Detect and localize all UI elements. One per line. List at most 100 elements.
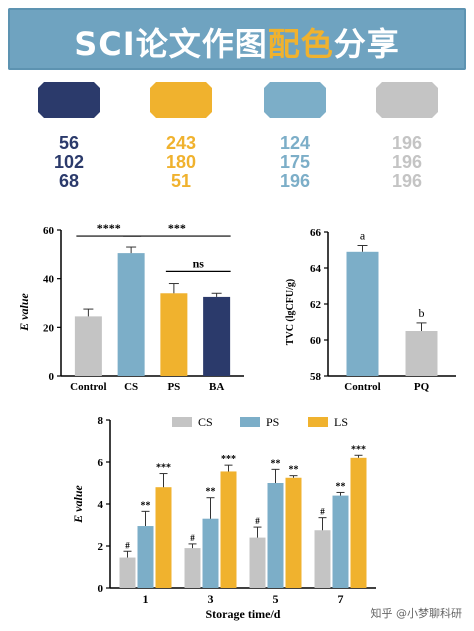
chart3-bar-ls [350, 457, 367, 588]
chart2-x-tick-label: PQ [414, 381, 430, 393]
chart3-sig-label: ** [206, 487, 216, 498]
chart1-bar-ba [203, 296, 231, 376]
chart1-bar-ps [160, 293, 188, 376]
chart-tvc: 58 60 62 64 66 a Control b PQ TVC (lgCFU/g) [285, 227, 456, 393]
chart3-bar-ps [202, 518, 219, 588]
chart3-x-tick-label: 5 [273, 592, 279, 606]
chart1-x-tick-label: Control [70, 381, 106, 393]
chart1-x-tick-label: CS [124, 381, 138, 393]
swatch-gray [376, 82, 438, 118]
chart3-y-tick-label: 2 [98, 541, 104, 553]
chart3-bar-ps [137, 526, 154, 588]
chart2-y-tick-label: 66 [310, 227, 322, 239]
chart3-sig-label: ** [271, 458, 281, 469]
rgb-blue-g: 175 [279, 152, 311, 172]
rgb-yellow: 243 180 51 [141, 134, 221, 191]
watermark: 知乎 @小梦聊科研 [370, 607, 463, 620]
chart3-legend-label-ps: PS [266, 415, 279, 429]
chart3-legend-label-ls: LS [334, 415, 348, 429]
rgb-blue-b: 196 [279, 171, 311, 191]
swatch-shape-blue [264, 82, 326, 118]
chart3-y-tick-label: 6 [98, 457, 104, 469]
swatch-navy [38, 82, 100, 118]
chart1-y-tick-label: 0 [49, 371, 55, 383]
rgb-navy-g: 102 [53, 152, 85, 172]
chart1-sig-cs-ba-label: *** [168, 221, 186, 235]
rgb-navy-r: 56 [58, 133, 80, 153]
swatch-shape-yellow [150, 82, 212, 118]
rgb-blue: 124 175 196 [255, 134, 335, 191]
chart1-y-tick-label: 40 [43, 274, 55, 286]
chart3-sig-label: # [190, 533, 195, 543]
chart3-x-tick-label: 3 [208, 592, 214, 606]
chart3-legend-label-cs: CS [198, 415, 213, 429]
chart1-y-tick-label: 20 [43, 322, 55, 334]
banner-title-part1: SCI论文作图 [74, 25, 268, 63]
chart2-bar-pq [405, 331, 438, 376]
chart2-y-axis-label: TVC (lgCFU/g) [285, 279, 296, 345]
swatch-shape-navy [38, 82, 100, 118]
banner-title-part3: 分享 [333, 25, 400, 63]
chart3-bar-ls [220, 471, 237, 588]
swatch-shape-gray [376, 82, 438, 118]
chart3-sig-label: ** [141, 500, 151, 511]
chart2-y-tick-label: 58 [310, 371, 322, 383]
chart2-x-tick-label: Control [344, 381, 380, 393]
chart1-bar-control [74, 316, 102, 376]
rgb-gray-r: 196 [391, 133, 423, 153]
chart3-bar-cs [314, 530, 331, 588]
banner-title: SCI论文作图配色分享 [8, 19, 466, 65]
chart2-y-tick-label: 60 [310, 335, 322, 347]
chart3-bar-cs [119, 557, 136, 588]
chart3-bar-cs [249, 537, 266, 588]
chart3-y-tick-label: 0 [98, 583, 104, 595]
chart1-y-tick-label: 60 [43, 225, 55, 237]
swatch-blue [264, 82, 326, 118]
chart3-sig-label: ** [289, 465, 299, 476]
rgb-navy-b: 68 [58, 171, 80, 191]
chart3-legend-swatch-ls [308, 417, 328, 427]
chart1-bar-cs [117, 253, 145, 376]
chart3-bar-ps [267, 483, 284, 588]
chart3-legend-swatch-ps [240, 417, 260, 427]
chart3-sig-label: ** [336, 481, 346, 492]
banner-title-part2: 配色 [267, 25, 334, 63]
chart2-y-tick-label: 62 [310, 299, 322, 311]
rgb-navy: 56 102 68 [29, 134, 109, 191]
chart3-x-axis-label: Storage time/d [206, 607, 281, 621]
chart2-letter-label: a [360, 229, 366, 243]
chart3-x-tick-label: 1 [143, 592, 149, 606]
chart3-sig-label: *** [221, 454, 236, 465]
chart3-bar-ls [155, 487, 172, 588]
rgb-blue-r: 124 [279, 133, 311, 153]
swatch-yellow [150, 82, 212, 118]
rgb-yellow-g: 180 [165, 152, 197, 172]
chart3-sig-label: # [255, 516, 260, 526]
chart3-sig-label: *** [351, 444, 366, 455]
chart2-letter-label: b [419, 306, 425, 320]
chart1-sig-control-cs-label: **** [97, 221, 121, 235]
rgb-gray: 196 196 196 [367, 134, 447, 191]
chart3-bar-ls [285, 477, 302, 588]
chart3-bar-cs [184, 548, 201, 588]
rgb-yellow-b: 51 [170, 171, 192, 191]
rgb-gray-b: 196 [391, 171, 423, 191]
chart1-x-tick-label: BA [209, 381, 224, 393]
chart2-y-tick-label: 64 [310, 263, 322, 275]
rgb-yellow-r: 243 [165, 133, 197, 153]
chart3-sig-label: *** [156, 463, 171, 474]
chart3-y-axis-label: E value [71, 484, 85, 523]
chart3-y-tick-label: 8 [98, 415, 104, 427]
chart3-x-tick-label: 7 [338, 592, 344, 606]
chart3-legend-swatch-cs [172, 417, 192, 427]
chart3-bar-ps [332, 495, 349, 588]
chart3-y-tick-label: 4 [98, 499, 104, 511]
chart3-sig-label: # [320, 507, 325, 517]
rgb-gray-g: 196 [391, 152, 423, 172]
chart1-sig-ps-ba-label: ns [193, 256, 205, 270]
chart3-sig-label: # [125, 540, 130, 550]
chart2-bar-control [346, 251, 379, 376]
chart1-y-axis-label: E value [17, 292, 31, 331]
